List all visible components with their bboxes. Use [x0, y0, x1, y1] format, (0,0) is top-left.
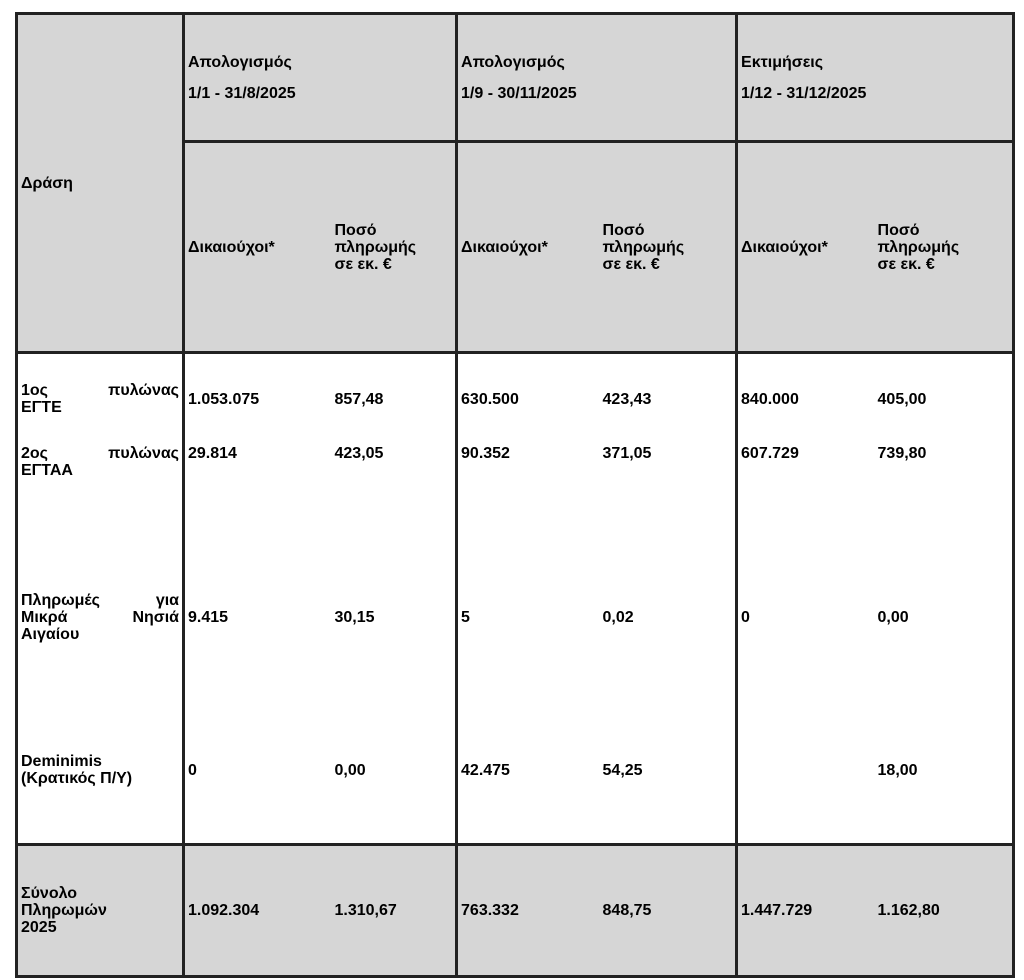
value-cell: 423,05: [334, 444, 384, 462]
beneficiaries-header: Δικαιούχοι*: [455, 140, 600, 353]
period-range: 1/1 - 31/8/2025: [188, 84, 296, 102]
period-title: Απολογισμός: [461, 53, 565, 71]
value-cell: 0,00: [334, 761, 366, 779]
payments-table: Δράση Απολογισμός 1/1 - 31/8/2025 Απολογι…: [15, 12, 1016, 978]
total-value: 1.310,67: [331, 843, 457, 977]
value-cell: 0: [735, 537, 875, 698]
period-header: Απολογισμός 1/1 - 31/8/2025: [181, 13, 457, 142]
header-row-periods: Δράση Απολογισμός 1/1 - 31/8/2025 Απολογι…: [16, 13, 1014, 353]
value-cell: 423,43: [599, 351, 737, 445]
value-cell: 630.500: [455, 351, 600, 445]
period-header: Απολογισμός 1/9 - 30/11/2025: [455, 13, 737, 142]
value-cell: 371,05: [602, 444, 652, 462]
total-value: 1.447.729: [735, 843, 875, 977]
value-cell: 0: [182, 697, 332, 845]
amount-header: Ποσό πληρωμής σε εκ. €: [331, 140, 457, 353]
value-cell: 840.000: [735, 351, 875, 445]
amount-header: Ποσό πληρωμής σε εκ. €: [874, 140, 1014, 353]
period-header: Εκτιμήσεις 1/12 - 31/12/2025: [735, 13, 1014, 142]
value-cell: 9.415: [182, 537, 332, 698]
beneficiaries-header: Δικαιούχοι*: [735, 140, 875, 353]
action-cell: 1ος πυλώνας ΕΓΤΕ: [16, 351, 184, 445]
value-cell: 0,00: [877, 609, 909, 626]
total-value: 848,75: [599, 843, 737, 977]
period-range: 1/12 - 31/12/2025: [741, 84, 867, 102]
amount-header: Ποσό πληρωμής σε εκ. €: [599, 140, 737, 353]
header-row-columns: Δικαιούχοι* Ποσό πληρωμής σε εκ. € Δικαιού…: [17, 140, 1014, 353]
value-cell: 42.475: [455, 697, 600, 845]
period-range: 1/9 - 30/11/2025: [461, 84, 577, 102]
total-label: Σύνολο Πληρωμών 2025: [16, 843, 184, 977]
total-row: Σύνολο Πληρωμών 2025 1.092.304 1.310,67 76…: [16, 843, 1014, 977]
value-cell: 0,02: [602, 609, 634, 626]
value-cell: 54,25: [602, 761, 643, 779]
action-cell: Deminimis (Κρατικός Π/Υ): [21, 753, 133, 788]
value-cell: [735, 697, 875, 845]
value-cell: 1.053.075: [182, 351, 332, 445]
period-title: Απολογισμός: [188, 53, 292, 71]
value-cell: 90.352: [455, 444, 600, 538]
value-cell: 607.729: [735, 444, 875, 538]
action-cell: 2ος πυλώνας ΕΓΤΑΑ: [21, 444, 179, 479]
total-value: 1.092.304: [182, 843, 332, 977]
value-cell: 30,15: [334, 609, 375, 626]
table-row: 1ος πυλώνας ΕΓΤΕ 1.053.075 857,48 630.500…: [16, 351, 1014, 445]
beneficiaries-header: Δικαιούχοι*: [182, 140, 332, 353]
total-value: 1.162,80: [874, 843, 1014, 977]
total-value: 763.332: [455, 843, 600, 977]
table-row: 2ος πυλώνας ΕΓΤΑΑ 29.814 423,05 90.352 37…: [17, 444, 1014, 538]
value-cell: 18,00: [877, 761, 918, 779]
value-cell: 405,00: [874, 351, 1014, 445]
table-row: Deminimis (Κρατικός Π/Υ) 0 0,00 42.475 54…: [17, 697, 1014, 845]
action-header: Δράση: [16, 13, 184, 353]
value-cell: 29.814: [182, 444, 332, 538]
action-cell: Πληρωμές για Μικρά Νησιά Αιγαίου: [21, 592, 179, 643]
table-row: Πληρωμές για Μικρά Νησιά Αιγαίου 9.415 30,…: [17, 537, 1014, 698]
value-cell: 857,48: [331, 351, 457, 445]
value-cell: 5: [455, 537, 600, 698]
value-cell: 739,80: [877, 444, 927, 462]
period-title: Εκτιμήσεις: [741, 53, 824, 71]
